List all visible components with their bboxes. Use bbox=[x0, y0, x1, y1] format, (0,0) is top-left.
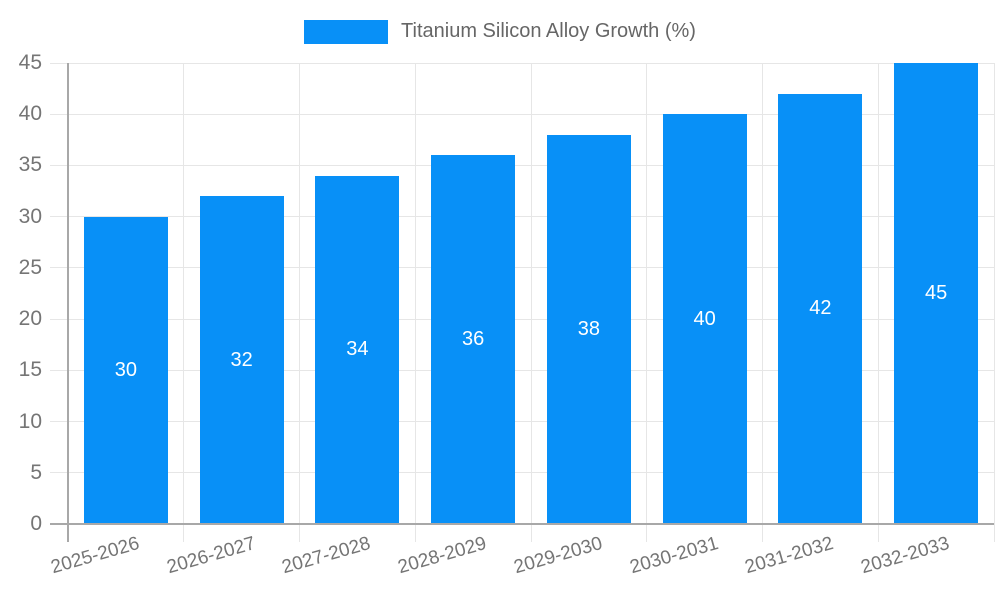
y-axis-tick-label: 40 bbox=[18, 102, 42, 126]
y-axis-tick-label: 0 bbox=[30, 512, 42, 535]
bar[interactable]: 34 bbox=[315, 175, 400, 524]
bar-value-label: 38 bbox=[577, 317, 600, 340]
bar[interactable]: 38 bbox=[546, 134, 631, 524]
x-gridline bbox=[646, 63, 648, 542]
bar-value-label: 30 bbox=[114, 358, 137, 381]
y-axis-tick-label: 10 bbox=[18, 409, 42, 433]
y-gridline bbox=[50, 421, 994, 423]
y-gridline bbox=[50, 164, 994, 166]
y-gridline bbox=[50, 267, 994, 269]
y-axis-tick-label: 25 bbox=[18, 255, 42, 279]
bar[interactable]: 42 bbox=[778, 93, 863, 524]
y-gridline bbox=[50, 472, 994, 474]
bar-value-label: 40 bbox=[693, 307, 716, 330]
bar[interactable]: 40 bbox=[662, 114, 747, 524]
y-axis-line bbox=[67, 63, 69, 542]
y-gridline bbox=[50, 113, 994, 115]
y-tick-mark bbox=[50, 523, 68, 525]
bar-value-label: 34 bbox=[346, 338, 369, 361]
plot-area: 0 5 10 15 20 25 30 35 40 45 30 32 34 36 38 40 42 45 2025-2… bbox=[19, 51, 995, 578]
y-axis-tick-label: 45 bbox=[18, 51, 42, 74]
x-gridline bbox=[414, 63, 416, 542]
y-gridline bbox=[50, 62, 994, 64]
x-gridline bbox=[183, 63, 185, 542]
bar-value-label: 42 bbox=[809, 297, 832, 320]
bar[interactable]: 36 bbox=[431, 155, 516, 524]
y-axis-tick-label: 5 bbox=[30, 460, 42, 484]
y-gridline bbox=[50, 369, 994, 371]
bar-value-label: 32 bbox=[230, 348, 253, 371]
y-axis-tick-label: 35 bbox=[18, 153, 42, 177]
y-gridline bbox=[50, 318, 994, 320]
y-axis-tick-label: 30 bbox=[18, 204, 42, 228]
x-gridline bbox=[762, 63, 763, 542]
bar-value-label: 36 bbox=[462, 328, 485, 351]
x-gridline bbox=[877, 63, 879, 542]
x-gridline bbox=[530, 63, 532, 542]
x-gridline bbox=[993, 63, 995, 542]
y-gridline bbox=[50, 216, 994, 218]
x-gridline bbox=[299, 63, 300, 542]
bar[interactable]: 32 bbox=[199, 196, 284, 524]
y-axis-tick-label: 20 bbox=[18, 307, 42, 331]
legend-swatch-icon bbox=[304, 19, 389, 44]
bar[interactable]: 30 bbox=[83, 216, 168, 524]
chart-legend[interactable]: Titanium Silicon Alloy Growth (%) bbox=[0, 19, 1000, 44]
bar[interactable]: 45 bbox=[894, 63, 979, 524]
legend-label: Titanium Silicon Alloy Growth (%) bbox=[401, 20, 696, 42]
y-axis-tick-label: 15 bbox=[18, 358, 42, 382]
x-axis-line bbox=[68, 523, 994, 525]
bar-value-label: 45 bbox=[925, 282, 948, 304]
